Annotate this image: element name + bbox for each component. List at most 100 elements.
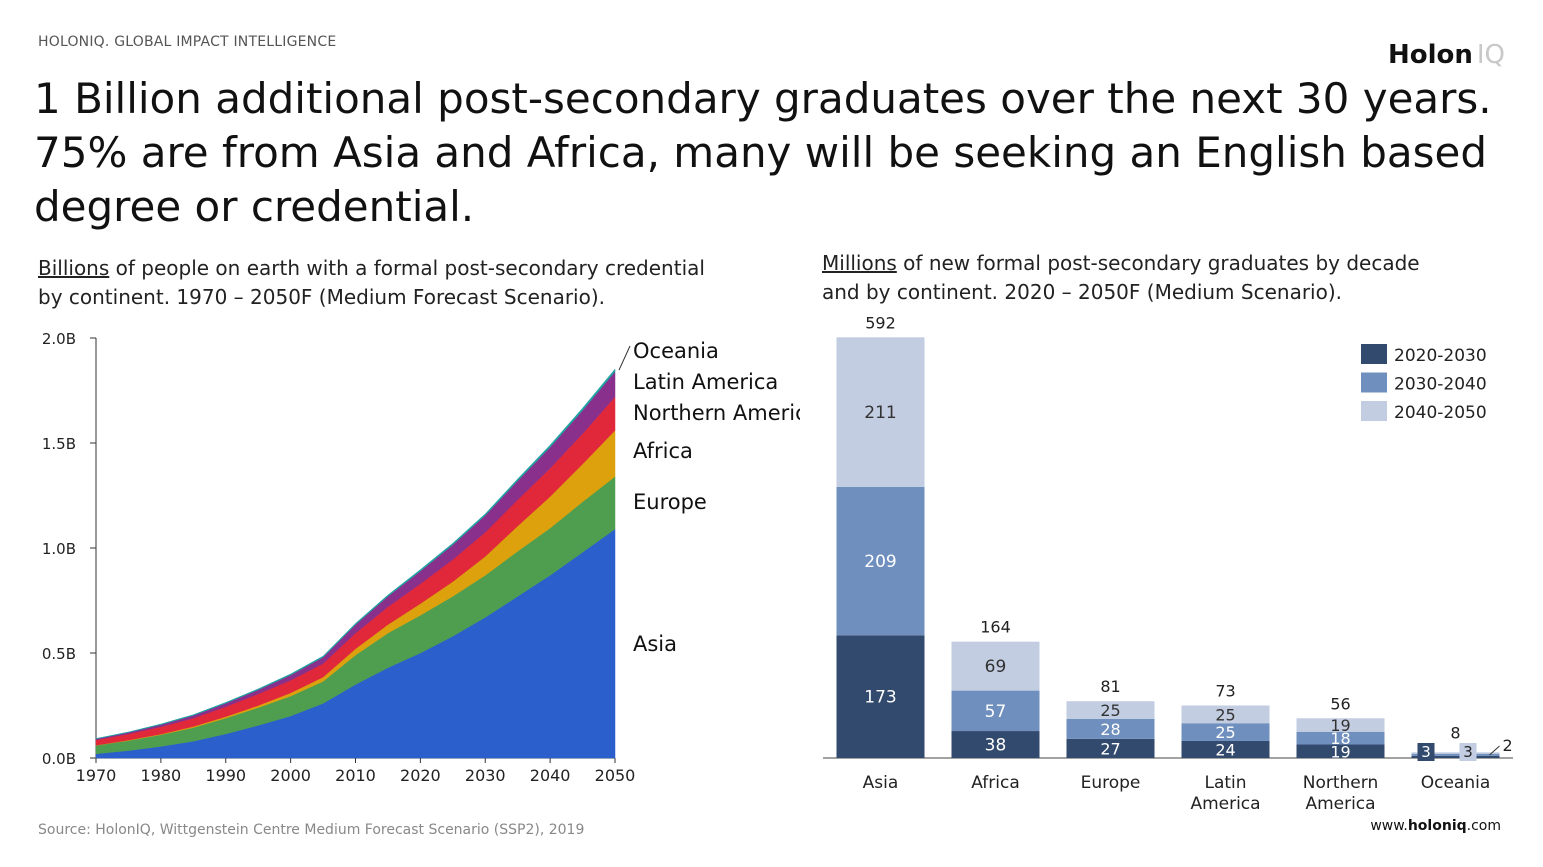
bar-segment bbox=[951, 641, 1040, 691]
headline-line-2: 75% are from Asia and Africa, many will … bbox=[34, 128, 1487, 177]
segment-label: 3 bbox=[1421, 743, 1431, 761]
bar-segment bbox=[836, 486, 925, 636]
series-label-africa: Africa bbox=[633, 439, 693, 463]
badge bbox=[1417, 743, 1435, 761]
bar-total-label: 164 bbox=[980, 618, 1011, 637]
segment-label: 25 bbox=[1100, 701, 1120, 720]
legend-swatch bbox=[1361, 344, 1387, 364]
series-label-europe: Europe bbox=[633, 490, 707, 514]
category-label: America bbox=[1190, 794, 1260, 814]
category-label: Latin bbox=[1204, 773, 1246, 793]
category-label: Oceania bbox=[1421, 773, 1491, 793]
segment-label: 209 bbox=[864, 552, 896, 572]
y-tick-label: 2.0B bbox=[42, 330, 76, 348]
x-tick-label: 2020 bbox=[400, 766, 441, 785]
bar-group: 3 3 2 8 Oceania bbox=[1411, 723, 1513, 793]
bar-segment bbox=[1181, 740, 1270, 758]
bar-segment bbox=[1181, 723, 1270, 741]
right-unit-label: Millions bbox=[822, 251, 897, 275]
segment-label: 25 bbox=[1215, 723, 1235, 742]
series-label-oceania: Oceania bbox=[633, 339, 719, 363]
bar-segment bbox=[836, 337, 925, 487]
website-link[interactable]: www.holoniq.com bbox=[1370, 818, 1501, 834]
bar-segment bbox=[1066, 718, 1155, 739]
x-tick-label: 2050 bbox=[595, 766, 636, 785]
bar-segment bbox=[1411, 752, 1500, 754]
x-tick-label: 2040 bbox=[530, 766, 571, 785]
bar-segment bbox=[1411, 753, 1500, 756]
legend-label: 2030-2040 bbox=[1394, 375, 1487, 395]
legend-label: 2040-2050 bbox=[1394, 403, 1487, 423]
series-label-northern-america: Northern America bbox=[633, 401, 800, 425]
segment-label: 211 bbox=[864, 403, 896, 423]
bar-segment bbox=[1296, 744, 1385, 758]
segment-label: 18 bbox=[1330, 729, 1350, 748]
legend-label: 2020-2030 bbox=[1394, 346, 1487, 366]
category-label: Asia bbox=[863, 773, 899, 793]
segment-label: 19 bbox=[1330, 716, 1350, 735]
category-label: Europe bbox=[1081, 773, 1141, 793]
legend-swatch bbox=[1361, 372, 1387, 393]
bar-segment bbox=[1296, 731, 1385, 745]
bar-segment bbox=[836, 635, 925, 758]
x-tick-label: 1980 bbox=[141, 766, 182, 785]
segment-label: 28 bbox=[1100, 720, 1120, 739]
holoniq-logo: Holon IQ bbox=[1387, 40, 1505, 70]
y-tick-label: 1.0B bbox=[42, 540, 76, 558]
legend-swatch bbox=[1361, 401, 1387, 421]
y-tick-label: 0.5B bbox=[42, 645, 76, 663]
x-tick-label: 1970 bbox=[76, 766, 117, 785]
bar-group: 38 57 69 164 Africa bbox=[951, 618, 1040, 793]
bar-segment bbox=[951, 731, 1040, 758]
right-chart-subtitle: Millions of new formal post-secondary gr… bbox=[822, 251, 1420, 304]
page-title: 1 Billion additional post-secondary grad… bbox=[34, 72, 1504, 234]
bar-segment bbox=[1066, 738, 1155, 758]
category-label: America bbox=[1305, 794, 1375, 814]
bar-total-label: 8 bbox=[1450, 723, 1460, 742]
badge bbox=[1459, 743, 1477, 761]
left-chart-subtitle: Billions of people on earth with a forma… bbox=[38, 256, 705, 309]
x-tick-label: 2030 bbox=[465, 766, 506, 785]
stacked-bar-chart: 173209211592Asia385769164Africa27282581E… bbox=[823, 313, 1513, 814]
stacked-area-chart: 0.0B 0.5B 1.0B 1.5B 2.0B 1970 1980 1990 2000 2010… bbox=[42, 330, 800, 785]
x-tick-label: 2000 bbox=[270, 766, 311, 785]
bar-segment bbox=[1296, 718, 1385, 732]
headline-line-3: degree or credential. bbox=[34, 182, 475, 231]
category-label: Africa bbox=[971, 773, 1020, 793]
y-tick-label: 0.0B bbox=[42, 750, 76, 768]
y-tick-label: 1.5B bbox=[42, 435, 76, 453]
segment-label: 57 bbox=[985, 702, 1007, 722]
segment-label: 25 bbox=[1215, 705, 1235, 724]
bar-total-label: 56 bbox=[1330, 694, 1350, 713]
bar-total-label: 81 bbox=[1100, 677, 1120, 696]
segment-label: 173 bbox=[864, 688, 896, 708]
segment-label: 2 bbox=[1503, 736, 1513, 755]
area-series-oceania bbox=[95, 368, 616, 740]
segment-label: 3 bbox=[1463, 743, 1473, 761]
segment-label: 24 bbox=[1215, 740, 1235, 759]
bar-total-label: 73 bbox=[1215, 682, 1235, 701]
bar-segment bbox=[1066, 701, 1155, 719]
x-tick-label: 2010 bbox=[335, 766, 376, 785]
bar-segment bbox=[1411, 755, 1500, 758]
series-label-asia: Asia bbox=[633, 632, 677, 656]
headline-line-1: 1 Billion additional post-secondary grad… bbox=[34, 74, 1492, 123]
bar-segment bbox=[1181, 705, 1270, 724]
left-unit-label: Billions bbox=[38, 256, 110, 280]
oceania-leader-line bbox=[618, 345, 631, 371]
series-label-latin-america: Latin America bbox=[633, 370, 778, 394]
bar-total-label: 592 bbox=[865, 313, 896, 332]
segment-label: 27 bbox=[1100, 739, 1120, 758]
leader-line bbox=[1489, 745, 1500, 756]
segment-label: 38 bbox=[985, 736, 1007, 756]
source-note: Source: HolonIQ, Wittgenstein Centre Med… bbox=[38, 822, 585, 838]
segment-label: 69 bbox=[985, 657, 1007, 677]
bar-segment bbox=[951, 690, 1040, 732]
segment-label: 19 bbox=[1330, 742, 1350, 761]
kicker-text: HOLONIQ. GLOBAL IMPACT INTELLIGENCE bbox=[38, 34, 337, 50]
bar-group: 173 209 211 592 Asia bbox=[836, 313, 925, 793]
x-tick-label: 1990 bbox=[205, 766, 246, 785]
